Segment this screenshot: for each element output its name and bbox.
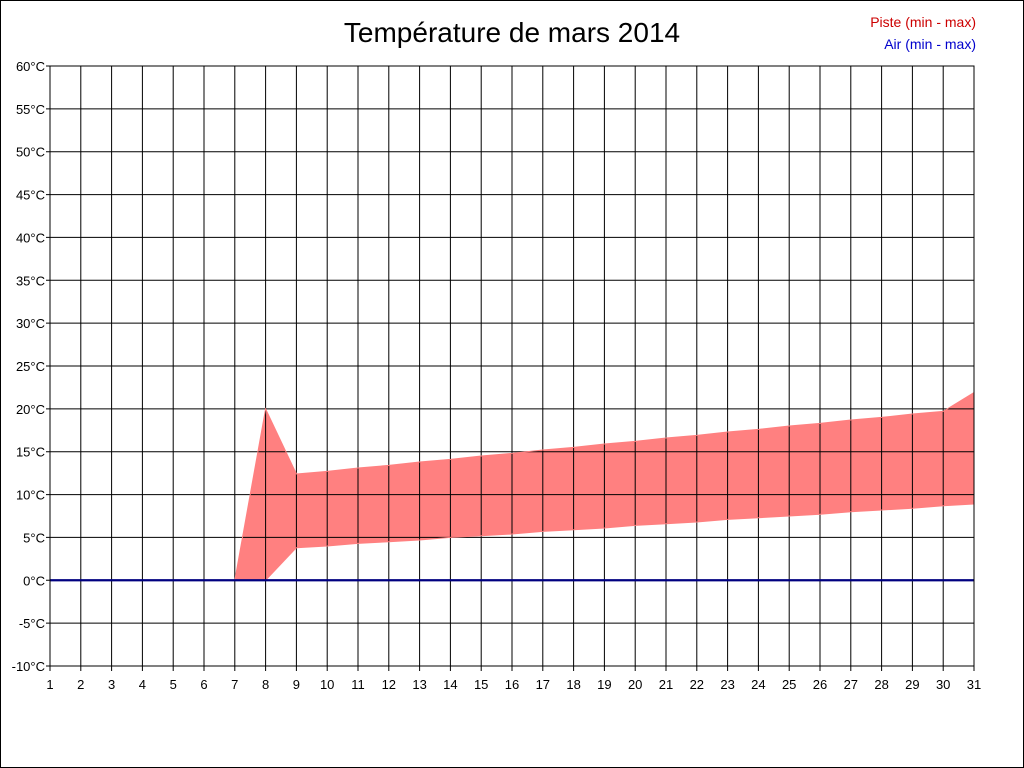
x-tick-label: 20 <box>628 677 642 692</box>
x-tick-label: 3 <box>108 677 115 692</box>
y-tick-label: 40°C <box>16 230 45 245</box>
y-tick-label: 15°C <box>16 445 45 460</box>
x-tick-label: 4 <box>139 677 146 692</box>
x-tick-label: 26 <box>813 677 827 692</box>
x-tick-label: 25 <box>782 677 796 692</box>
y-tick-label: 55°C <box>16 102 45 117</box>
y-tick-label: 10°C <box>16 488 45 503</box>
y-tick-label: 20°C <box>16 402 45 417</box>
x-tick-label: 13 <box>412 677 426 692</box>
x-tick-label: 1 <box>46 677 53 692</box>
x-tick-label: 24 <box>751 677 765 692</box>
y-tick-label: -5°C <box>19 616 45 631</box>
y-tick-label: 35°C <box>16 273 45 288</box>
y-tick-label: 60°C <box>16 59 45 74</box>
x-tick-label: 11 <box>351 677 365 692</box>
y-tick-label: 45°C <box>16 188 45 203</box>
x-tick-label: 8 <box>262 677 269 692</box>
x-tick-label: 15 <box>474 677 488 692</box>
x-tick-label: 28 <box>874 677 888 692</box>
x-tick-label: 30 <box>936 677 950 692</box>
chart-title: Température de mars 2014 <box>343 17 681 48</box>
y-tick-label: 30°C <box>16 316 45 331</box>
x-tick-label: 16 <box>505 677 519 692</box>
x-tick-label: 27 <box>844 677 858 692</box>
y-tick-label: 0°C <box>23 573 45 588</box>
x-tick-label: 7 <box>231 677 238 692</box>
x-tick-label: 29 <box>905 677 919 692</box>
x-tick-label: 19 <box>597 677 611 692</box>
x-tick-label: 12 <box>382 677 396 692</box>
x-tick-label: 5 <box>170 677 177 692</box>
legend-entry-air: Air (min - max) <box>884 36 976 52</box>
x-tick-label: 9 <box>293 677 300 692</box>
x-tick-label: 14 <box>443 677 457 692</box>
y-tick-label: 50°C <box>16 145 45 160</box>
y-tick-label: 5°C <box>23 530 45 545</box>
x-tick-label: 31 <box>967 677 981 692</box>
x-tick-label: 6 <box>200 677 207 692</box>
legend-entry-piste: Piste (min - max) <box>870 14 976 30</box>
x-tick-label: 22 <box>690 677 704 692</box>
x-tick-label: 17 <box>536 677 550 692</box>
y-tick-label: 25°C <box>16 359 45 374</box>
x-tick-label: 2 <box>77 677 84 692</box>
plot-border <box>49 65 975 667</box>
x-tick-label: 10 <box>320 677 334 692</box>
x-tick-label: 18 <box>566 677 580 692</box>
y-tick-label: -10°C <box>12 659 45 674</box>
x-tick-label: 23 <box>720 677 734 692</box>
x-tick-label: 21 <box>659 677 673 692</box>
